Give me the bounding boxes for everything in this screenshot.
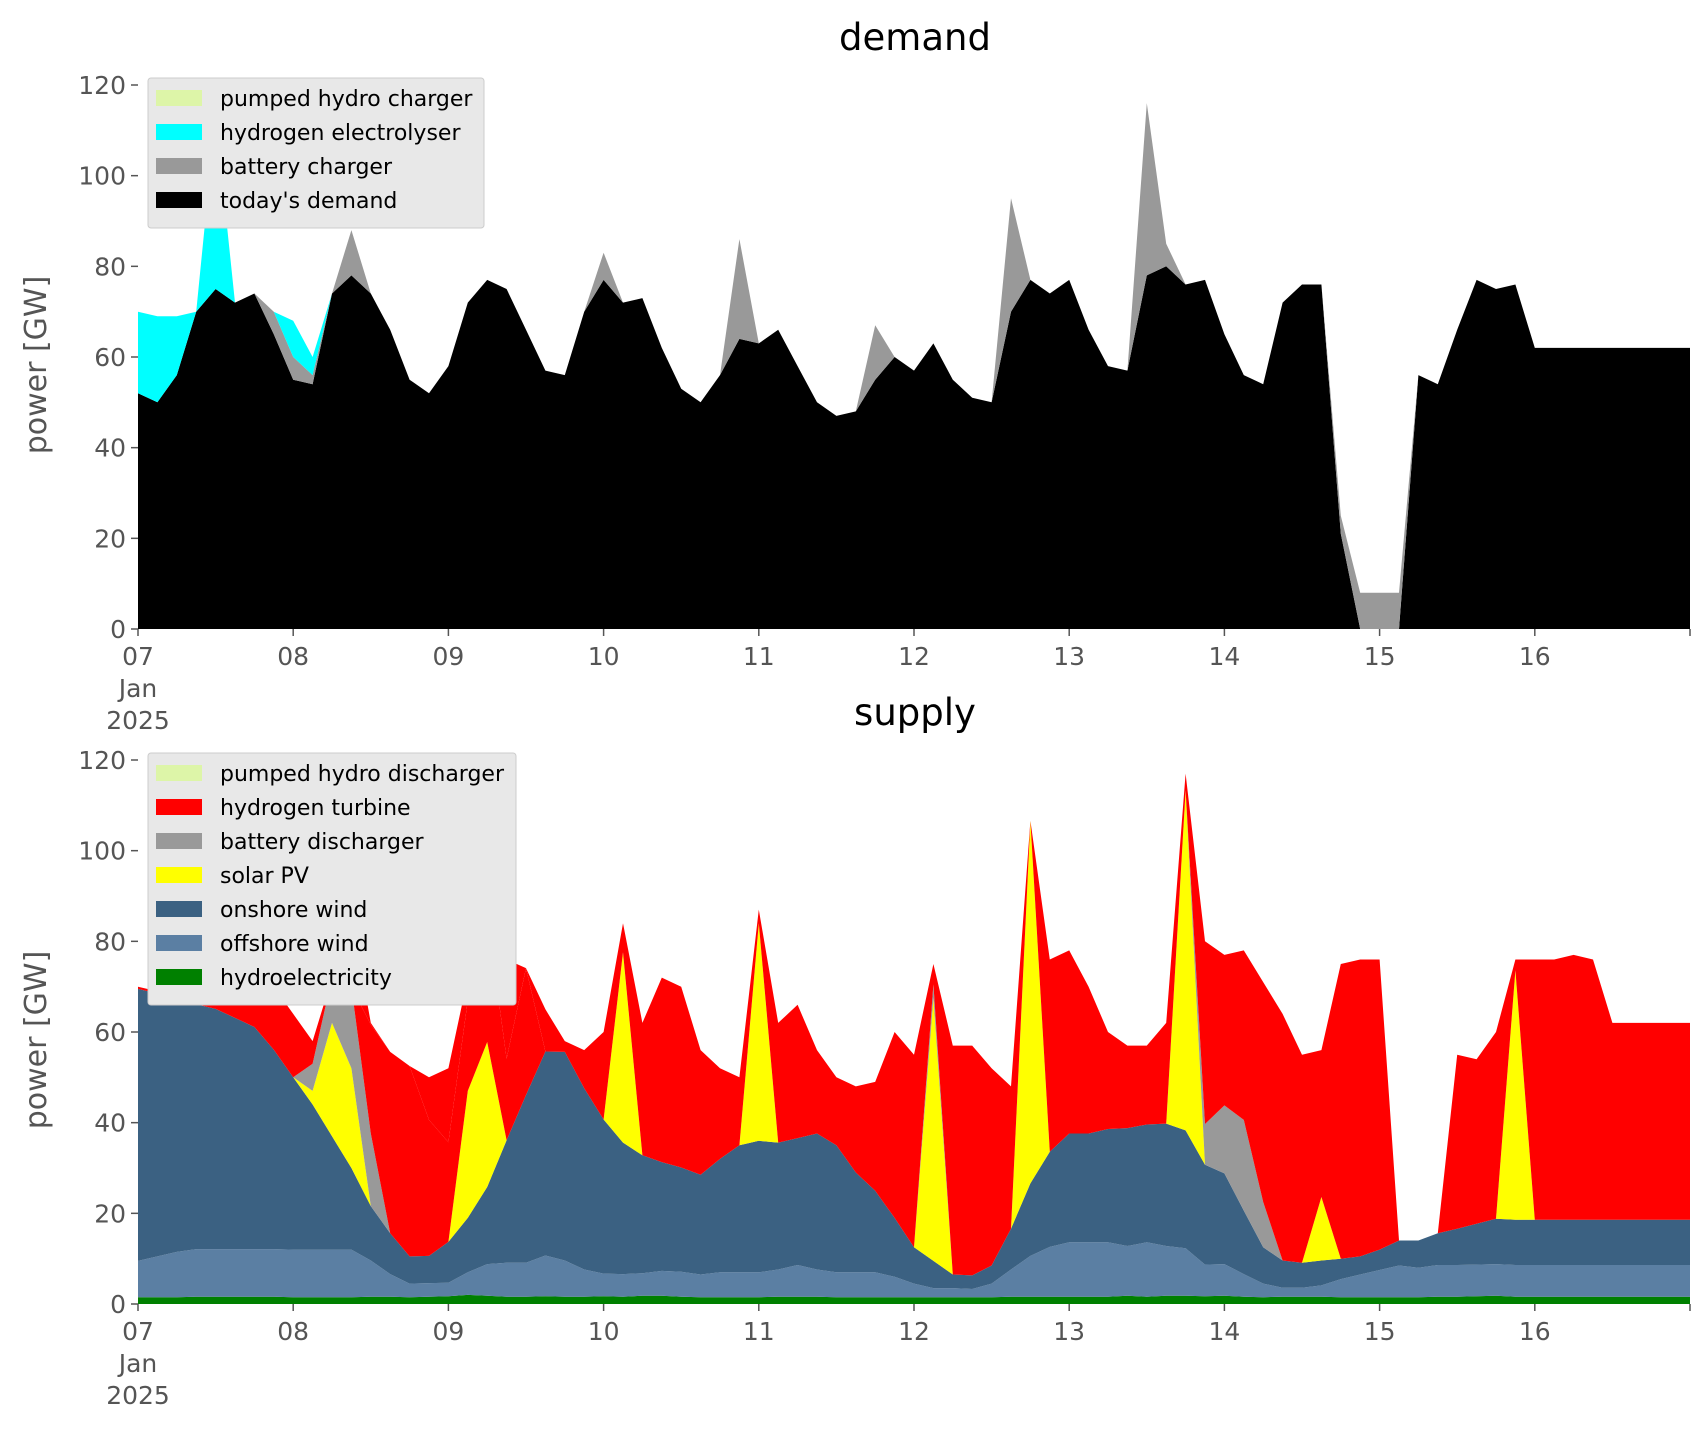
x-tick-sublabel: 2025 bbox=[106, 1381, 170, 1410]
x-tick-label: 11 bbox=[743, 1317, 775, 1346]
area-hydrogen-turbine-upper bbox=[138, 773, 1690, 1276]
y-tick-label: 120 bbox=[78, 71, 126, 100]
x-tick-label: 09 bbox=[432, 642, 464, 671]
supply-title: supply bbox=[854, 691, 976, 734]
y-tick-label: 0 bbox=[110, 1290, 126, 1319]
area-today-s-demand bbox=[138, 266, 1690, 629]
x-tick-label: 08 bbox=[277, 642, 309, 671]
x-tick-label: 12 bbox=[898, 1317, 930, 1346]
legend-label: hydroelectricity bbox=[220, 966, 392, 991]
supply-chart: supply 0 20 40 60 80 100 120 07 08 09 10 11 12 13 14 1… bbox=[19, 691, 1691, 1410]
demand-y-label: power [GW] bbox=[19, 276, 54, 455]
x-tick-label: 16 bbox=[1519, 642, 1551, 671]
x-tick-sublabel: 2025 bbox=[106, 706, 170, 735]
supply-y-axis: 0 20 40 60 80 100 120 bbox=[78, 746, 138, 1319]
supply-legend: pumped hydro discharger hydrogen turbine b… bbox=[147, 752, 517, 1006]
legend-swatch bbox=[156, 867, 202, 883]
legend-label: pumped hydro discharger bbox=[220, 762, 505, 787]
legend-label: battery charger bbox=[220, 155, 393, 180]
legend-swatch bbox=[156, 765, 202, 781]
x-tick-label: 11 bbox=[743, 642, 775, 671]
x-tick-label: 09 bbox=[432, 1317, 464, 1346]
y-tick-label: 60 bbox=[94, 343, 126, 372]
supply-y-label: power [GW] bbox=[19, 951, 54, 1130]
demand-title: demand bbox=[839, 16, 991, 59]
x-tick-label: 08 bbox=[277, 1317, 309, 1346]
y-tick-label: 80 bbox=[94, 927, 126, 956]
area-hydroelectricity bbox=[138, 1294, 1690, 1304]
demand-chart: demand 0 20 40 60 80 100 120 07 08 09 10 11 12 13 14 1… bbox=[19, 16, 1691, 735]
y-tick-label: 20 bbox=[94, 1199, 126, 1228]
y-tick-label: 40 bbox=[94, 1109, 126, 1138]
y-tick-label: 100 bbox=[78, 162, 126, 191]
legend-swatch bbox=[156, 799, 202, 815]
legend-swatch bbox=[156, 192, 202, 208]
x-tick-label: 10 bbox=[588, 1317, 620, 1346]
legend-label: hydrogen electrolyser bbox=[220, 121, 461, 146]
y-tick-label: 20 bbox=[94, 524, 126, 553]
legend-box bbox=[147, 77, 485, 229]
x-tick-label: 13 bbox=[1053, 642, 1085, 671]
legend-swatch bbox=[156, 969, 202, 985]
y-tick-label: 100 bbox=[78, 837, 126, 866]
y-tick-label: 60 bbox=[94, 1018, 126, 1047]
x-tick-label: 07 bbox=[122, 642, 154, 671]
legend-label: battery discharger bbox=[220, 830, 425, 855]
legend-box bbox=[147, 752, 517, 1006]
legend-label: onshore wind bbox=[220, 898, 367, 923]
x-tick-label: 12 bbox=[898, 642, 930, 671]
legend-swatch bbox=[156, 901, 202, 917]
legend-swatch bbox=[156, 124, 202, 140]
area-offshore-wind bbox=[138, 1242, 1690, 1298]
legend-label: today's demand bbox=[220, 189, 397, 214]
x-tick-label: 15 bbox=[1364, 642, 1396, 671]
y-tick-label: 120 bbox=[78, 746, 126, 775]
legend-swatch bbox=[156, 833, 202, 849]
demand-y-axis: 0 20 40 60 80 100 120 bbox=[78, 71, 138, 644]
legend-label: hydrogen turbine bbox=[220, 796, 411, 821]
supply-plot-area bbox=[138, 773, 1690, 1304]
x-tick-label: 10 bbox=[588, 642, 620, 671]
legend-label: solar PV bbox=[220, 864, 309, 889]
x-tick-sublabel: Jan bbox=[117, 674, 158, 703]
y-tick-label: 40 bbox=[94, 434, 126, 463]
legend-swatch bbox=[156, 935, 202, 951]
legend-label: pumped hydro charger bbox=[220, 87, 473, 112]
y-tick-label: 80 bbox=[94, 252, 126, 281]
x-tick-label: 16 bbox=[1519, 1317, 1551, 1346]
x-tick-label: 07 bbox=[122, 1317, 154, 1346]
legend-label: offshore wind bbox=[220, 932, 369, 957]
x-tick-label: 14 bbox=[1208, 642, 1240, 671]
x-tick-sublabel: Jan bbox=[117, 1349, 158, 1378]
x-tick-label: 14 bbox=[1208, 1317, 1240, 1346]
demand-x-axis: 07 08 09 10 11 12 13 14 15 16 Jan 2025 bbox=[106, 629, 1691, 735]
demand-legend: pumped hydro charger hydrogen electrolyse… bbox=[147, 77, 485, 229]
x-tick-label: 15 bbox=[1364, 1317, 1396, 1346]
area-onshore-wind bbox=[138, 988, 1690, 1289]
legend-swatch bbox=[156, 90, 202, 106]
demand-plot-area bbox=[138, 103, 1690, 630]
supply-x-axis: 07 08 09 10 11 12 13 14 15 16 Jan 2025 bbox=[106, 1304, 1691, 1410]
legend-swatch bbox=[156, 158, 202, 174]
y-tick-label: 0 bbox=[110, 615, 126, 644]
x-tick-label: 13 bbox=[1053, 1317, 1085, 1346]
